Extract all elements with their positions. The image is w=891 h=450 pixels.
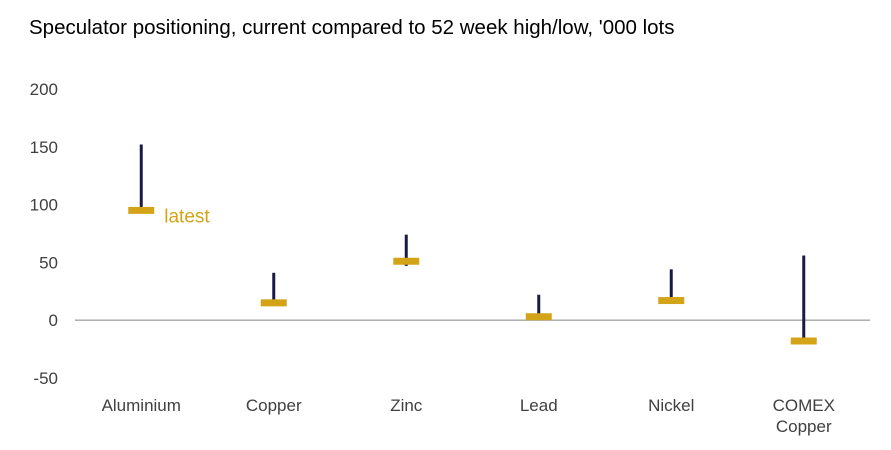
latest-marker — [525, 313, 552, 321]
category-label: Aluminium — [102, 396, 181, 415]
category-label: COMEX — [773, 396, 835, 415]
y-tick-label: 200 — [30, 80, 58, 99]
latest-marker — [260, 299, 287, 307]
category-label: Copper — [246, 396, 302, 415]
category-label: Copper — [776, 417, 832, 436]
category-label: Zinc — [390, 396, 423, 415]
y-tick-label: 150 — [30, 138, 58, 157]
latest-marker — [658, 297, 685, 305]
latest-marker — [393, 257, 420, 265]
y-tick-label: 100 — [30, 196, 58, 215]
category-label: Nickel — [648, 396, 694, 415]
latest-marker — [128, 206, 155, 214]
latest-marker — [790, 337, 817, 345]
category-label: Lead — [520, 396, 558, 415]
chart-title: Speculator positioning, current compared… — [29, 16, 675, 39]
y-tick-label: 0 — [49, 311, 58, 330]
y-tick-label: -50 — [33, 369, 58, 388]
y-tick-label: 50 — [39, 253, 58, 272]
latest-annotation: latest — [164, 206, 210, 227]
